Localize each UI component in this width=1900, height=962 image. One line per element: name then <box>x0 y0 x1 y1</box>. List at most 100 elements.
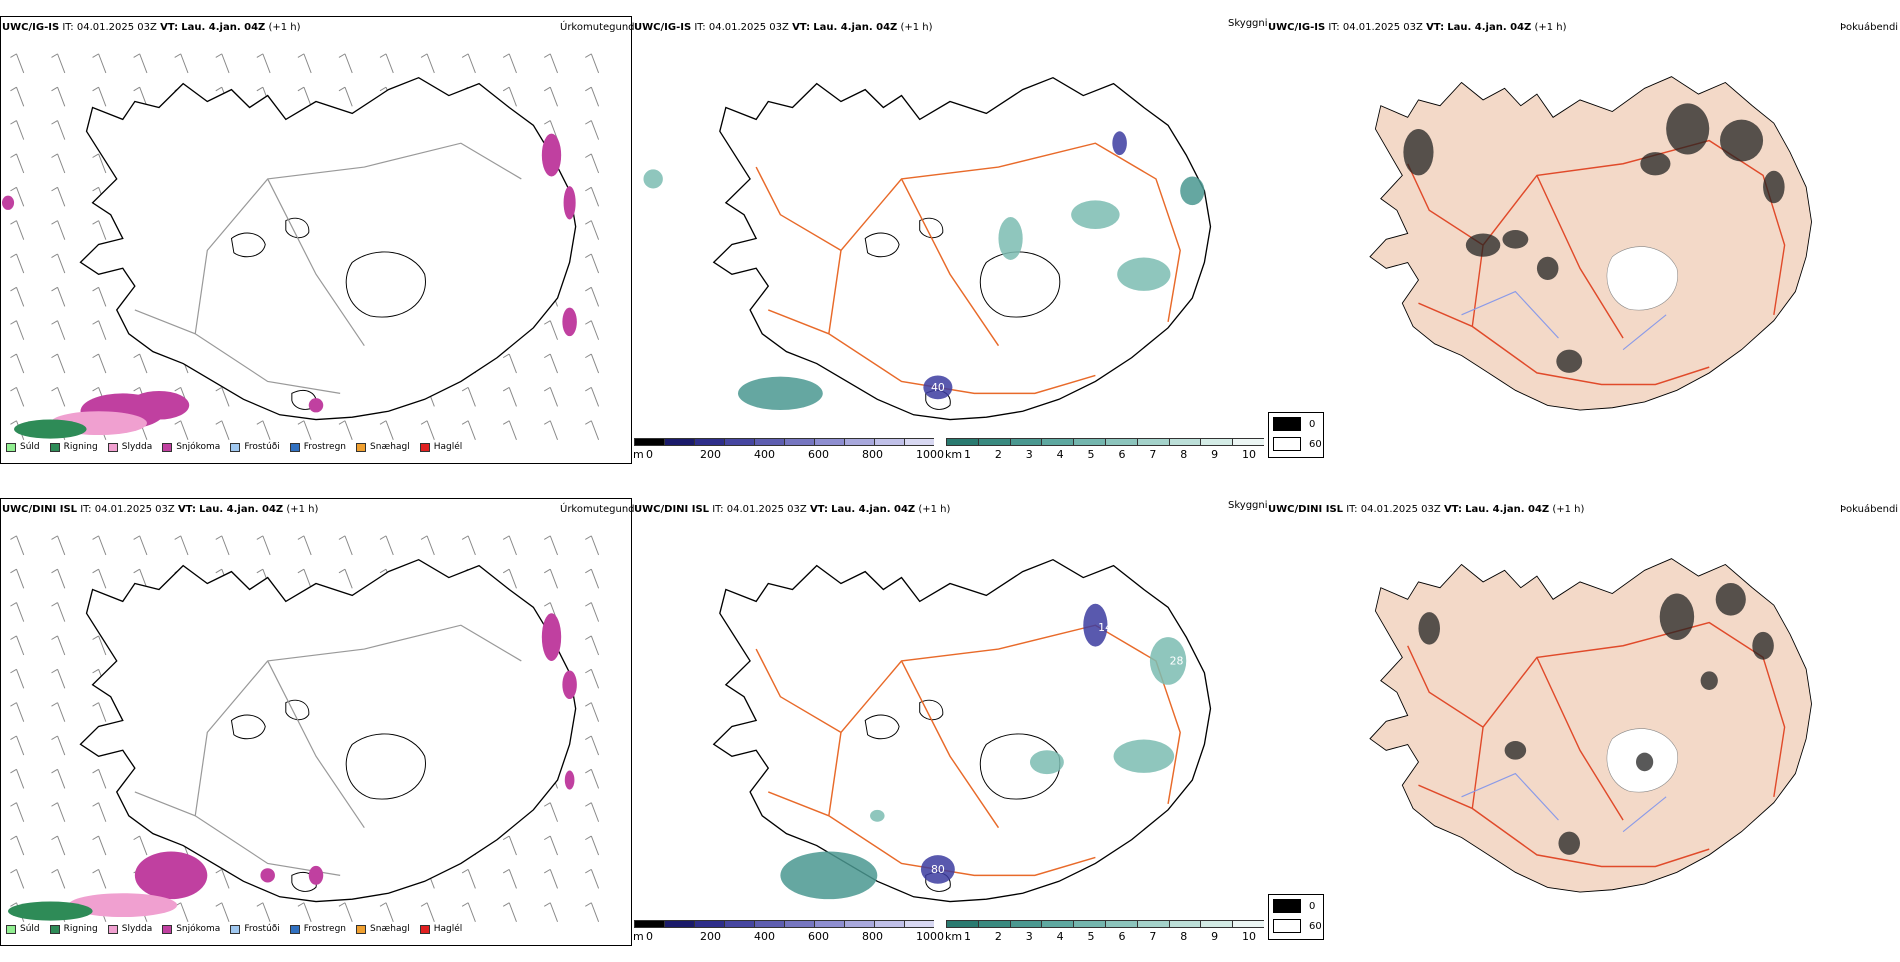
colorbar-segment <box>814 438 844 446</box>
valid-time-label: VT: <box>792 22 811 33</box>
panel-title: UWC/IG-IS IT: 04.01.2025 03Z VT: Lau. 4.… <box>2 22 301 33</box>
colorbar-tick-label: 6 <box>1118 930 1126 943</box>
init-time: IT: 04.01.2025 03Z <box>1328 22 1423 33</box>
legend-label: Snæhagl <box>370 924 410 934</box>
colorbar-tick-label: 4 <box>1056 930 1064 943</box>
legend-item: Frostúði <box>230 924 280 934</box>
precip-area <box>68 893 178 918</box>
colorbar-tick-label: 6 <box>1118 448 1126 461</box>
precip-area <box>308 398 324 413</box>
precip-legend: Súld Rigning Slydda Snjókoma Frostúði Frostre… <box>6 442 462 452</box>
fog-legend: 0 60 <box>1268 894 1324 940</box>
legend-label: Súld <box>20 442 40 452</box>
precip-area <box>564 770 575 790</box>
colorbar-segment <box>874 920 904 928</box>
legend-swatch <box>6 442 16 452</box>
legend-item: Haglél <box>419 442 462 452</box>
precip-area <box>308 865 324 885</box>
fog-indicator-area <box>1465 233 1501 257</box>
legend-swatch <box>107 442 118 452</box>
colorbar-segment <box>1168 920 1201 928</box>
init-time: IT: 04.01.2025 03Z <box>80 504 175 515</box>
model-name: UWC/DINI ISL <box>634 504 710 515</box>
colorbar-segment <box>946 920 978 928</box>
panel-name-fog: Þokuábendi <box>1840 22 1899 33</box>
colorbar-segment <box>1009 438 1042 446</box>
fog-indicator-area <box>1558 831 1580 855</box>
fog-indicator-area <box>1556 349 1583 373</box>
legend-swatch <box>49 924 60 934</box>
init-time: IT: 04.01.2025 03Z <box>694 22 789 33</box>
roads <box>134 624 522 876</box>
colorbar-tick-label: 5 <box>1087 448 1095 461</box>
colorbar-tick-label: 1000 <box>916 448 944 461</box>
lead-time: (+1 h) <box>900 22 933 33</box>
legend-label: Haglél <box>433 924 463 934</box>
colorbar-segment <box>1104 920 1137 928</box>
fog-indicator-area <box>1715 583 1746 616</box>
colorbar-segment <box>634 438 664 446</box>
panel-name-precip: Úrkomutegund <box>560 22 635 33</box>
colorbar-segment <box>844 920 874 928</box>
colorbar-segment <box>946 438 978 446</box>
precip-area <box>8 901 93 921</box>
legend-label: Snæhagl <box>370 442 410 452</box>
coastline <box>79 559 577 903</box>
legend-swatch <box>6 924 16 934</box>
panel-title: UWC/DINI ISL IT: 04.01.2025 03Z VT: Lau.… <box>2 504 318 515</box>
colorbar-segment <box>1104 438 1137 446</box>
visibility-area <box>1149 637 1187 685</box>
colorbar-tick-label: 0 <box>646 930 653 943</box>
colorbar-tick-label: 2 <box>994 930 1002 943</box>
legend-label: Frostúði <box>244 442 280 452</box>
fog-indicator-area <box>1659 593 1695 640</box>
fog-indicator-area <box>1536 256 1559 280</box>
init-time: IT: 04.01.2025 03Z <box>1346 504 1441 515</box>
colorbar-segment <box>904 920 934 928</box>
precip-panel-frame <box>0 16 632 464</box>
legend-swatch <box>49 442 60 452</box>
legend-swatch <box>162 924 173 934</box>
colorbar-ticks: m 0 200 400 600 800 1000 <box>633 448 944 462</box>
colorbar-tick-label: 8 <box>1180 448 1188 461</box>
colorbar-tick-label: 600 <box>808 930 829 943</box>
valid-time-label: VT: <box>1443 504 1462 515</box>
colorbar-segment <box>1041 438 1074 446</box>
legend-swatch <box>289 442 300 452</box>
visibility-value-label: 80 <box>931 863 945 876</box>
fog-legend-row: 60 <box>1273 437 1322 451</box>
fog-legend-row: 0 <box>1273 899 1315 913</box>
coastline <box>713 77 1212 421</box>
colorbar-ticks: km 1 2 3 4 5 6 7 8 9 10 <box>945 930 1264 944</box>
vis-map: 14 28 80 <box>713 559 1212 903</box>
fog-swatch <box>1273 437 1301 451</box>
visibility-value-label: 40 <box>931 381 945 394</box>
colorbar-tick-label: 1000 <box>916 930 944 943</box>
valid-time-label: VT: <box>160 22 179 33</box>
precip-area <box>260 868 275 883</box>
fog-land <box>1369 558 1813 893</box>
colorbar-segment <box>664 438 694 446</box>
fog-indicator-area <box>1636 752 1654 772</box>
visibility-area <box>1029 750 1064 775</box>
colorbar-segment <box>664 920 694 928</box>
colorbar-segment <box>904 438 934 446</box>
visibility-area <box>1117 257 1171 291</box>
fog-legend-row: 0 <box>1273 417 1315 431</box>
legend-item: Súld <box>6 442 40 452</box>
visibility-value-label: 28 <box>1170 655 1184 668</box>
panel-name-visibility: Skyggni <box>1228 18 1268 29</box>
colorbar-unit: km <box>945 448 963 461</box>
precip-area <box>563 186 576 220</box>
valid-time-label: VT: <box>809 504 828 515</box>
colorbar-tick-label: 9 <box>1211 930 1219 943</box>
colorbar-segment <box>874 438 904 446</box>
model-name: UWC/DINI ISL <box>2 504 78 515</box>
coastline <box>713 559 1212 903</box>
valid-time: Lau. 4.jan. 04Z <box>199 504 284 515</box>
colorbar-tick-label: 4 <box>1056 448 1064 461</box>
colorbar-segment <box>977 920 1010 928</box>
colorbar-tick-label: 1 <box>964 930 971 943</box>
legend-label: Frostregn <box>303 442 347 452</box>
colorbar-segment <box>724 438 754 446</box>
